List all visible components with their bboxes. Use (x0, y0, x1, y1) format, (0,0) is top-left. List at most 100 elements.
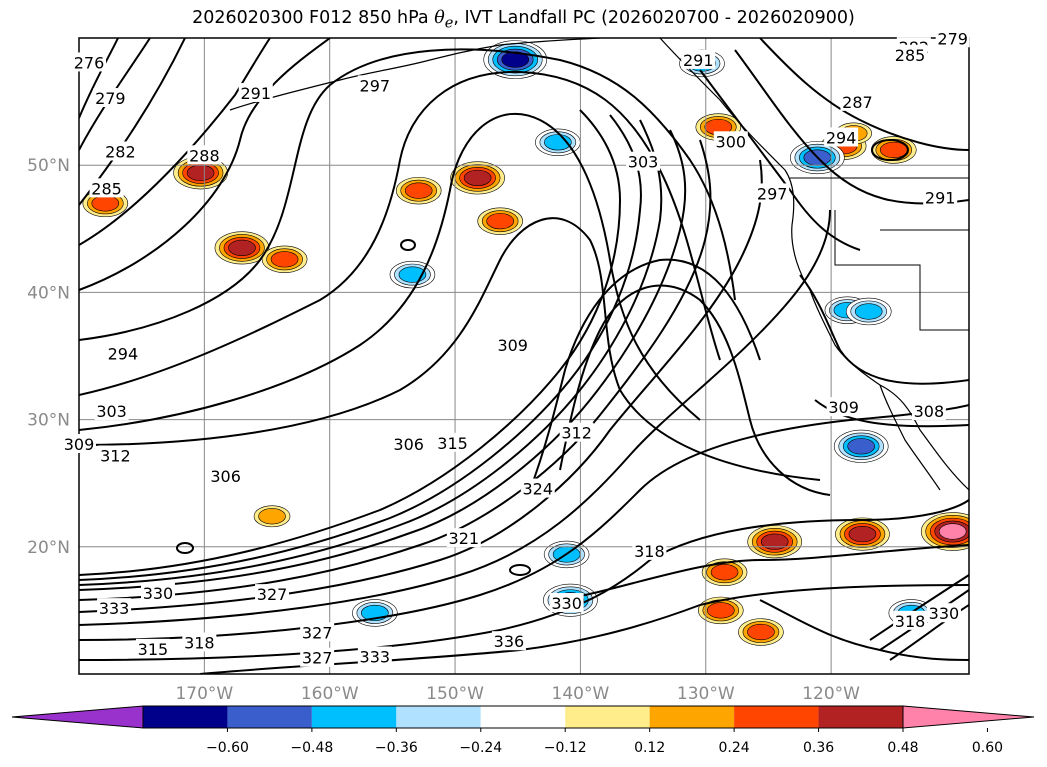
contour-label-bg (893, 44, 928, 64)
contour-label-bg (824, 127, 859, 147)
coastline-north-america (659, 38, 969, 491)
lon-tick-label: 150°W (426, 684, 484, 704)
contour-label: 285 (91, 179, 122, 198)
contour-line (79, 114, 642, 581)
contour-line (79, 139, 712, 601)
contour-label: 321 (449, 529, 480, 548)
contour-line (734, 49, 969, 205)
contour-label: 318 (184, 633, 215, 652)
contour-label: 279 (937, 29, 968, 48)
contour-label: 300 (716, 132, 747, 151)
contour-label: 294 (108, 345, 139, 364)
lon-tick-label: 170°W (175, 684, 233, 704)
contour-label: 288 (189, 146, 220, 165)
contour-label-bg (187, 145, 222, 165)
contour-label: 333 (99, 599, 130, 618)
colorbar-tick-label: 0.48 (887, 740, 918, 756)
contour-label: 327 (257, 585, 288, 604)
contour-label-bg (446, 528, 481, 548)
contour-line (759, 38, 969, 151)
pc-blob (847, 438, 875, 455)
contour-label-bg (72, 52, 107, 72)
colorbar-swatch (565, 706, 650, 728)
pc-blob (760, 533, 789, 550)
lat-tick-label: 40°N (27, 283, 70, 303)
pc-blob (848, 525, 877, 543)
contour-label: 308 (914, 402, 945, 421)
contour-label-bg (357, 646, 392, 666)
contour-label: 282 (105, 142, 136, 161)
map-area (79, 38, 969, 674)
colorbar-swatch (396, 706, 481, 728)
contour-label: 287 (842, 93, 873, 112)
contour-label-bg (491, 631, 526, 651)
contour-line (79, 129, 687, 591)
contour-label-bg (840, 91, 875, 111)
map-frame (78, 37, 970, 675)
pc-blob (258, 508, 286, 525)
contour-label: 303 (96, 402, 127, 421)
contour-label: 309 (64, 435, 95, 454)
contour-label-bg (93, 88, 128, 108)
contour-line (559, 284, 831, 496)
contour-label: 327 (302, 623, 333, 642)
lat-tick-label: 20°N (27, 538, 70, 558)
pc-blob (228, 239, 256, 256)
colorbar-swatch (480, 706, 566, 728)
coastline-baja (879, 384, 941, 491)
contour-label-bg (435, 432, 470, 452)
contour-label-bg (681, 49, 716, 69)
lat-tick-label: 30°N (27, 411, 70, 431)
colorbar-swatch (143, 706, 228, 728)
contour-line (79, 112, 701, 431)
pc-blob (186, 164, 215, 181)
contour-label-bg (238, 82, 273, 102)
contour-label-bg (632, 540, 667, 560)
contour-label-bg (98, 445, 133, 465)
colorbar-tick-label: 0.24 (719, 740, 750, 756)
colorbar-tick-label: −0.36 (375, 740, 418, 756)
lon-tick-label: 160°W (301, 684, 359, 704)
contour-label-bg (391, 434, 426, 454)
contour-label-bg (208, 465, 243, 485)
contour-line (79, 109, 622, 576)
contour-label: 297 (360, 76, 391, 95)
contour-label-bg (626, 151, 661, 171)
contour-label: 318 (895, 612, 926, 631)
contour-label-bg (300, 647, 335, 667)
coastline (229, 38, 969, 491)
contour-label-bg (94, 400, 129, 420)
axis-ticks: 50°N 40°N 30°N 20°N 170°W 160°W 150°W 140°W 130°… (27, 156, 860, 704)
contour-label-bg (926, 603, 961, 623)
contour-label-bg (755, 183, 790, 203)
contour-label: 291 (240, 84, 271, 103)
contour-line (400, 239, 416, 251)
pc-blob (938, 523, 967, 540)
contour-line (79, 119, 663, 586)
contour-label: 330 (551, 594, 582, 613)
contour-label-bg (300, 622, 335, 642)
colorbar-tick-label: −0.24 (459, 740, 502, 756)
contour-line (871, 139, 909, 161)
contour-labels: 276 279 282 285 288 291 297 294 303 312 306 306 315 3… (62, 28, 970, 668)
contour-line (176, 542, 194, 554)
contour-label-bg (520, 478, 555, 498)
contour-label: 285 (895, 46, 926, 65)
contour-label-bg (62, 434, 96, 454)
contour-label-bg (495, 334, 530, 354)
colorbar-swatch (734, 706, 819, 728)
contour-line (79, 209, 831, 626)
colorbar: −0.60 −0.48 −0.36 −0.24 −0.12 0.12 0.24 0.36 0.4… (11, 705, 1035, 756)
lon-tick-label: 130°W (677, 684, 735, 704)
contour-label-bg (140, 582, 175, 602)
contour-line (759, 599, 969, 661)
contour-label-bg (923, 187, 958, 207)
contour-label-bg (103, 141, 138, 161)
contour-label: 336 (494, 632, 525, 651)
contour-line (79, 70, 721, 396)
contour-label-bg (826, 397, 861, 417)
contour-label: 333 (360, 647, 391, 666)
contour-label: 312 (100, 446, 131, 465)
pc-blob (854, 303, 883, 320)
